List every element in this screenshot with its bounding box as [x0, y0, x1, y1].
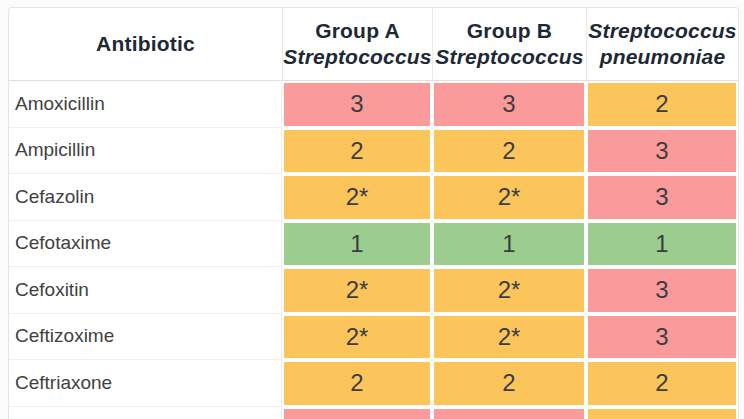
column-header-line1: Streptococcus	[588, 18, 736, 44]
column-header-group-a-streptococcus: Group A Streptococcus	[282, 8, 432, 80]
value-cell-s-pneumoniae: 3	[586, 314, 738, 361]
antibiotic-name: Amoxicillin	[9, 81, 282, 128]
table-row: Ampicillin 2 2 3	[9, 128, 738, 175]
value-cell-group-a: 2*	[282, 174, 432, 221]
table-row: Cefotaxime 1 1 1	[9, 221, 738, 268]
value-cell-group-b: 1	[432, 221, 586, 268]
value-cell-group-b: 2	[432, 360, 586, 407]
table-row: Ceftizoxime 2* 2* 3	[9, 314, 738, 361]
value-cell-group-a: 2*	[282, 314, 432, 361]
column-header-antibiotic: Antibiotic	[9, 8, 282, 80]
column-header-label: Antibiotic	[96, 31, 195, 57]
value-cell-s-pneumoniae: 1	[586, 221, 738, 268]
value-cell-s-pneumoniae: 2	[586, 81, 738, 128]
antibiotic-name: Cefoxitin	[9, 267, 282, 314]
value-cell-group-b: 2*	[432, 174, 586, 221]
value-cell-group-b: 2*	[432, 267, 586, 314]
value-cell-group-a: 1	[282, 221, 432, 268]
antibiotic-name: Ceftriaxone	[9, 360, 282, 407]
value-cell-s-pneumoniae: 2	[586, 407, 738, 419]
column-header-line1: Group A	[315, 18, 400, 44]
column-header-line1: Group B	[467, 18, 552, 44]
table-row: Cefazolin 2* 2* 3	[9, 174, 738, 221]
value-cell-group-b: 2	[432, 128, 586, 175]
column-header-streptococcus-pneumoniae: Streptococcus pneumoniae	[586, 8, 738, 80]
value-cell-group-b: 2*	[432, 314, 586, 361]
value-cell-s-pneumoniae: 3	[586, 128, 738, 175]
antibiotic-name: Cefuroxime	[9, 407, 282, 419]
value-cell-s-pneumoniae: 3	[586, 267, 738, 314]
value-cell-s-pneumoniae: 2	[586, 360, 738, 407]
table-row: Cefuroxime 3 3 2	[9, 407, 738, 419]
value-cell-group-a: 2	[282, 128, 432, 175]
value-cell-group-b: 3	[432, 81, 586, 128]
value-cell-group-a: 3	[282, 407, 432, 419]
antibiotic-name: Cefazolin	[9, 174, 282, 221]
table-row: Ceftriaxone 2 2 2	[9, 360, 738, 407]
value-cell-group-b: 3	[432, 407, 586, 419]
antibiotic-coverage-table: Antibiotic Group A Streptococcus Group B…	[8, 7, 739, 419]
table-row: Cefoxitin 2* 2* 3	[9, 267, 738, 314]
antibiotic-name: Ceftizoxime	[9, 314, 282, 361]
value-cell-s-pneumoniae: 3	[586, 174, 738, 221]
table-header-row: Antibiotic Group A Streptococcus Group B…	[9, 8, 738, 81]
antibiotic-name: Ampicillin	[9, 128, 282, 175]
value-cell-group-a: 2*	[282, 267, 432, 314]
table-body: Amoxicillin 3 3 2 Ampicillin 2 2 3 Cefaz…	[9, 81, 738, 419]
table-row: Amoxicillin 3 3 2	[9, 81, 738, 128]
value-cell-group-a: 3	[282, 81, 432, 128]
value-cell-group-a: 2	[282, 360, 432, 407]
column-header-group-b-streptococcus: Group B Streptococcus	[432, 8, 586, 80]
antibiotic-name: Cefotaxime	[9, 221, 282, 268]
column-header-line2: Streptococcus	[435, 44, 583, 70]
column-header-line2: Streptococcus	[283, 44, 431, 70]
column-header-line2: pneumoniae	[600, 44, 726, 70]
